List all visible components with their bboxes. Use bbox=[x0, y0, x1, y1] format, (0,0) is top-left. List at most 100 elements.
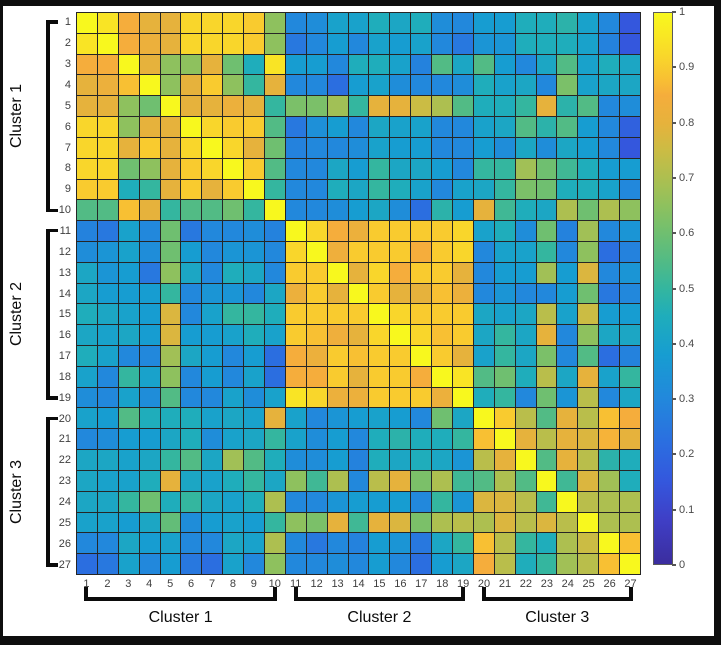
heatmap-cell bbox=[77, 262, 97, 283]
col-tick-label: 17 bbox=[415, 578, 428, 590]
heatmap-cell bbox=[411, 75, 432, 96]
heatmap-cell bbox=[160, 554, 181, 574]
heatmap-cell bbox=[77, 470, 97, 491]
heatmap-cell bbox=[139, 470, 160, 491]
heatmap-cell bbox=[285, 491, 306, 512]
colorbar-tick bbox=[672, 232, 676, 235]
heatmap-cell bbox=[97, 200, 118, 221]
heatmap-cell bbox=[369, 54, 390, 75]
heatmap-cell bbox=[494, 325, 515, 346]
heatmap-cell bbox=[515, 450, 536, 470]
col-tick-label: 7 bbox=[208, 578, 216, 590]
heatmap-cell bbox=[473, 470, 494, 491]
heatmap-cell bbox=[494, 13, 515, 33]
heatmap-cell bbox=[244, 241, 264, 262]
heatmap-cell bbox=[327, 325, 348, 346]
heatmap-cell bbox=[390, 33, 411, 54]
heatmap-cell bbox=[306, 304, 327, 325]
col-tick-label: 11 bbox=[290, 578, 302, 590]
colorbar-tick bbox=[672, 121, 676, 124]
heatmap-cell bbox=[285, 117, 306, 137]
heatmap-cell bbox=[515, 346, 536, 366]
heatmap-cell bbox=[557, 117, 578, 137]
heatmap-cell bbox=[265, 533, 285, 554]
heatmap-cell bbox=[265, 13, 285, 33]
heatmap-cell bbox=[77, 512, 97, 533]
heatmap-cell bbox=[578, 179, 599, 200]
colorbar-tick-label: 0.7 bbox=[679, 171, 695, 184]
heatmap-cell bbox=[327, 241, 348, 262]
colorbar-tick-label: 1 bbox=[679, 6, 686, 18]
heatmap-cell bbox=[536, 158, 557, 179]
heatmap-cell bbox=[139, 304, 160, 325]
heatmap-cell bbox=[369, 241, 390, 262]
heatmap-cell bbox=[306, 200, 327, 221]
heatmap-cell bbox=[160, 283, 181, 304]
heatmap-cell bbox=[432, 179, 452, 200]
heatmap-cell bbox=[306, 554, 327, 574]
heatmap-cell bbox=[160, 512, 181, 533]
heatmap-cell bbox=[77, 491, 97, 512]
heatmap-cell bbox=[453, 491, 473, 512]
heatmap-cell bbox=[181, 387, 202, 408]
row-tick-label: 17 bbox=[58, 350, 71, 363]
heatmap-cell bbox=[390, 429, 411, 450]
heatmap-cell bbox=[348, 554, 369, 574]
heatmap-cell bbox=[411, 54, 432, 75]
heatmap-cell bbox=[118, 554, 139, 574]
heatmap-cell bbox=[432, 325, 452, 346]
heatmap-cell bbox=[181, 366, 202, 387]
colorbar-tick bbox=[672, 11, 676, 13]
heatmap-cell bbox=[327, 512, 348, 533]
heatmap-cell bbox=[390, 346, 411, 366]
heatmap-cell bbox=[369, 283, 390, 304]
heatmap-cell bbox=[223, 429, 244, 450]
heatmap-cell bbox=[306, 117, 327, 137]
heatmap-cell bbox=[97, 262, 118, 283]
heatmap-cell bbox=[620, 117, 640, 137]
heatmap-cell bbox=[411, 491, 432, 512]
heatmap-cell bbox=[369, 512, 390, 533]
colorbar-tick-label: 0.2 bbox=[679, 448, 695, 461]
heatmap-cell bbox=[453, 283, 473, 304]
heatmap-cell bbox=[599, 54, 620, 75]
heatmap-cell bbox=[118, 429, 139, 450]
heatmap-cell bbox=[160, 54, 181, 75]
heatmap-cell bbox=[202, 54, 223, 75]
heatmap-cell bbox=[473, 179, 494, 200]
heatmap-cell bbox=[327, 13, 348, 33]
heatmap-cell bbox=[160, 450, 181, 470]
col-tick-label: 23 bbox=[540, 578, 553, 590]
heatmap-cell bbox=[160, 137, 181, 158]
heatmap-cell bbox=[327, 54, 348, 75]
heatmap-cell bbox=[620, 96, 640, 117]
heatmap-cell bbox=[432, 54, 452, 75]
heatmap-cell bbox=[473, 491, 494, 512]
heatmap-cell bbox=[77, 366, 97, 387]
heatmap-cell bbox=[348, 387, 369, 408]
heatmap-cell bbox=[390, 96, 411, 117]
heatmap-cell bbox=[223, 158, 244, 179]
heatmap-cell bbox=[453, 533, 473, 554]
heatmap-cell bbox=[453, 408, 473, 429]
heatmap-cell bbox=[139, 283, 160, 304]
heatmap-cell bbox=[223, 137, 244, 158]
heatmap-cell bbox=[181, 117, 202, 137]
heatmap-cell bbox=[620, 158, 640, 179]
heatmap-cell bbox=[77, 200, 97, 221]
heatmap-cell bbox=[139, 450, 160, 470]
heatmap-cell bbox=[536, 179, 557, 200]
heatmap-cell bbox=[557, 408, 578, 429]
heatmap-cell bbox=[620, 304, 640, 325]
heatmap-cell bbox=[494, 137, 515, 158]
heatmap-cell bbox=[348, 533, 369, 554]
heatmap-cell bbox=[118, 408, 139, 429]
heatmap-cell bbox=[181, 75, 202, 96]
cluster-bracket-segment bbox=[46, 228, 58, 233]
heatmap-cell bbox=[265, 117, 285, 137]
heatmap-cell bbox=[181, 554, 202, 574]
heatmap-cell bbox=[285, 346, 306, 366]
heatmap-cell bbox=[453, 75, 473, 96]
heatmap-cell bbox=[265, 304, 285, 325]
heatmap-cell bbox=[432, 533, 452, 554]
